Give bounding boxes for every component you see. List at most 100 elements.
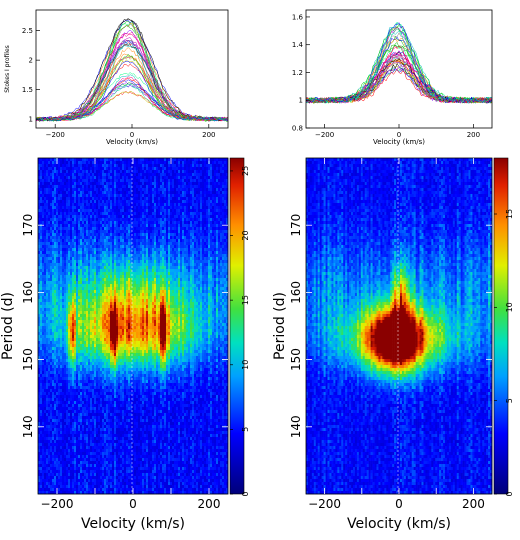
heat-cell [148,248,151,252]
heat-cell [42,221,45,225]
heat-cell [112,191,115,195]
heat-cell [82,281,85,285]
heat-cell [200,200,203,204]
heat-cell [222,293,225,297]
heat-cell [216,164,219,168]
heat-cell [168,299,171,303]
heat-cell [176,248,179,252]
heat-cell [40,224,43,228]
heat-cell [188,164,191,168]
heat-cell [160,251,163,255]
heat-cell [74,206,77,210]
heat-cell [176,164,179,168]
heat-cell [146,197,149,201]
heat-cell [110,245,113,249]
heat-cell [148,200,151,204]
heat-cell [78,158,81,162]
heat-cell [158,203,161,207]
heat-cell [118,239,121,243]
heat-cell [162,242,165,246]
heat-cell [64,296,67,300]
heat-cell [186,287,189,291]
heat-cell [140,242,143,246]
heat-cell [158,212,161,216]
heat-cell [52,218,55,222]
heat-cell [214,197,217,201]
heat-cell [100,218,103,222]
heat-cell [48,254,51,258]
heat-cell [172,182,175,186]
heat-cell [44,161,47,165]
heat-cell [50,215,53,219]
heat-cell [82,200,85,204]
heat-cell [86,284,89,288]
heat-cell [190,206,193,210]
heat-cell [46,305,49,309]
heat-cell [70,239,73,243]
heat-cell [218,194,221,198]
heat-cell [158,197,161,201]
heat-cell [188,248,191,252]
heat-cell [152,167,155,171]
heat-cell [182,275,185,279]
heat-cell [82,278,85,282]
heat-cell [174,266,177,270]
heat-cell [118,182,121,186]
heat-cell [116,215,119,219]
heat-cell [222,254,225,258]
heat-cell [78,290,81,294]
heat-cell [156,164,159,168]
heat-cell [38,284,41,288]
heat-cell [106,170,109,174]
heat-cell [226,209,229,213]
heat-cell [138,218,141,222]
heat-cell [40,311,43,315]
heat-cell [160,239,163,243]
heat-cell [44,206,47,210]
heat-cell [156,233,159,237]
heat-cell [66,293,69,297]
heat-cell [206,272,209,276]
heat-cell [58,302,61,306]
heat-cell [54,308,57,312]
heat-cell [68,242,71,246]
heat-cell [164,302,167,306]
heat-cell [138,179,141,183]
heat-cell [52,302,55,306]
heat-cell [216,176,219,180]
heat-cell [132,257,135,261]
heat-cell [58,272,61,276]
heat-cell [164,224,167,228]
heat-cell [92,197,95,201]
heat-cell [82,179,85,183]
heat-cell [90,212,93,216]
heat-cell [188,239,191,243]
heat-cell [210,272,213,276]
heat-cell [204,224,207,228]
heat-cell [196,173,199,177]
heat-cell [114,227,117,231]
heat-cell [132,176,135,180]
heat-cell [54,242,57,246]
heat-cell [92,248,95,252]
heat-cell [120,185,123,189]
heat-cell [152,266,155,270]
heat-cell [64,197,67,201]
heat-cell [94,308,97,312]
heat-cell [60,164,63,168]
heat-cell [72,200,75,204]
heat-cell [116,302,119,306]
heat-cell [68,158,71,162]
heat-cell [212,263,215,267]
heat-cell [198,302,201,306]
heat-cell [116,245,119,249]
heat-cell [110,293,113,297]
heat-cell [44,299,47,303]
heat-cell [146,266,149,270]
heat-cell [142,278,145,282]
heat-cell [66,224,69,228]
heat-cell [134,227,137,231]
heat-cell [110,218,113,222]
heat-cell [60,254,63,258]
heat-cell [158,215,161,219]
